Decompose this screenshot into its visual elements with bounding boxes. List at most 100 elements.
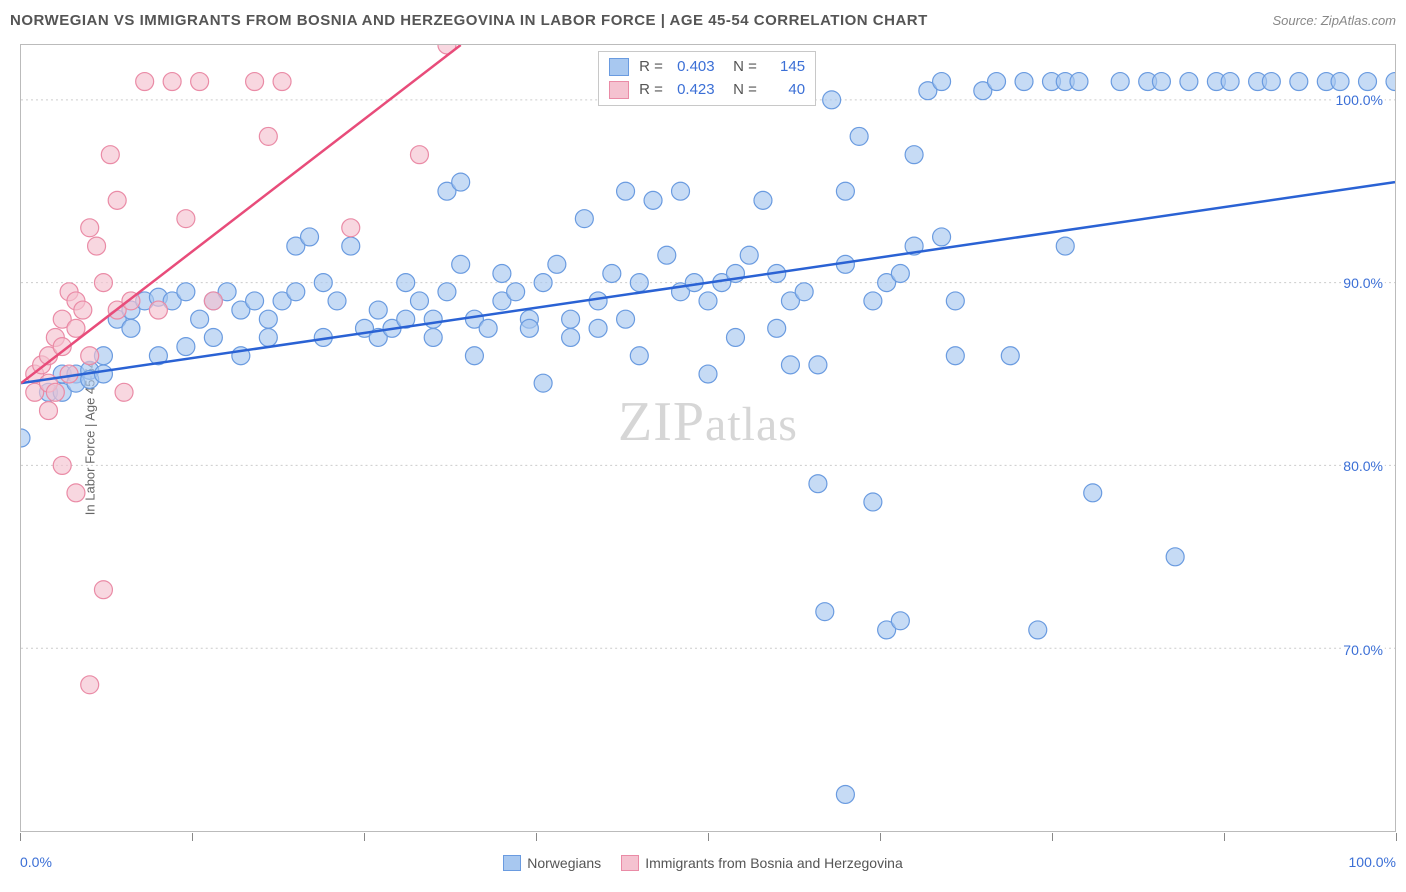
data-point (672, 182, 690, 200)
stat-r-value: 0.403 (677, 56, 723, 79)
data-point (617, 310, 635, 328)
data-point (81, 676, 99, 694)
data-point (1290, 73, 1308, 91)
data-point (520, 319, 538, 337)
data-point (1262, 73, 1280, 91)
data-point (836, 182, 854, 200)
stat-row: R =0.403N =145 (609, 56, 805, 79)
data-point (768, 319, 786, 337)
data-point (850, 127, 868, 145)
data-point (191, 310, 209, 328)
data-point (342, 219, 360, 237)
data-point (754, 191, 772, 209)
data-point (781, 356, 799, 374)
data-point (534, 274, 552, 292)
data-point (548, 255, 566, 273)
data-point (177, 210, 195, 228)
data-point (1180, 73, 1198, 91)
stat-r-label: R = (639, 79, 667, 102)
x-tick (364, 833, 365, 841)
data-point (259, 127, 277, 145)
data-point (465, 347, 483, 365)
data-point (699, 365, 717, 383)
data-point (81, 219, 99, 237)
data-point (864, 292, 882, 310)
data-point (507, 283, 525, 301)
data-point (39, 402, 57, 420)
x-tick (1396, 833, 1397, 841)
x-tick (1224, 833, 1225, 841)
data-point (246, 73, 264, 91)
data-point (369, 301, 387, 319)
data-point (562, 310, 580, 328)
data-point (163, 73, 181, 91)
x-tick (536, 833, 537, 841)
data-point (493, 265, 511, 283)
legend-item: Norwegians (503, 855, 601, 871)
correlation-stats-box: R =0.403N =145R =0.423N =40 (598, 51, 816, 106)
data-point (246, 292, 264, 310)
data-point (946, 347, 964, 365)
y-tick-label: 70.0% (1341, 642, 1385, 658)
data-point (809, 475, 827, 493)
x-tick (880, 833, 881, 841)
y-tick-label: 100.0% (1334, 92, 1385, 108)
data-point (562, 328, 580, 346)
data-point (74, 301, 92, 319)
data-point (1359, 73, 1377, 91)
data-point (438, 283, 456, 301)
data-point (101, 146, 119, 164)
stat-n-label: N = (733, 56, 761, 79)
data-point (988, 73, 1006, 91)
data-point (94, 274, 112, 292)
data-point (177, 283, 195, 301)
data-point (424, 328, 442, 346)
data-point (397, 274, 415, 292)
x-tick (708, 833, 709, 841)
data-point (630, 347, 648, 365)
x-tick (192, 833, 193, 841)
data-point (410, 146, 428, 164)
data-point (204, 292, 222, 310)
data-point (836, 785, 854, 803)
data-point (21, 429, 30, 447)
plot-area: ZIPatlas 70.0%80.0%90.0%100.0% R =0.403N… (21, 45, 1395, 831)
data-point (933, 73, 951, 91)
source-attribution: Source: ZipAtlas.com (1272, 13, 1396, 28)
data-point (1070, 73, 1088, 91)
legend-swatch (609, 58, 629, 76)
data-point (795, 283, 813, 301)
data-point (122, 319, 140, 337)
legend-label: Immigrants from Bosnia and Herzegovina (645, 855, 903, 871)
legend-label: Norwegians (527, 855, 601, 871)
chart-svg (21, 45, 1395, 831)
x-tick (1052, 833, 1053, 841)
data-point (809, 356, 827, 374)
stat-n-value: 145 (771, 56, 805, 79)
data-point (314, 274, 332, 292)
data-point (1084, 484, 1102, 502)
data-point (589, 319, 607, 337)
data-point (740, 246, 758, 264)
stat-r-value: 0.423 (677, 79, 723, 102)
data-point (575, 210, 593, 228)
data-point (259, 328, 277, 346)
data-point (424, 310, 442, 328)
data-point (658, 246, 676, 264)
stat-n-value: 40 (771, 79, 805, 102)
data-point (1056, 237, 1074, 255)
data-point (191, 73, 209, 91)
x-axis-ticks (20, 833, 1396, 847)
data-point (1001, 347, 1019, 365)
data-point (204, 328, 222, 346)
data-point (452, 255, 470, 273)
data-point (328, 292, 346, 310)
data-point (88, 237, 106, 255)
data-point (617, 182, 635, 200)
data-point (342, 237, 360, 255)
data-point (603, 265, 621, 283)
y-tick-label: 90.0% (1341, 275, 1385, 291)
chart-title: NORWEGIAN VS IMMIGRANTS FROM BOSNIA AND … (10, 12, 928, 29)
stat-n-label: N = (733, 79, 761, 102)
data-point (136, 73, 154, 91)
